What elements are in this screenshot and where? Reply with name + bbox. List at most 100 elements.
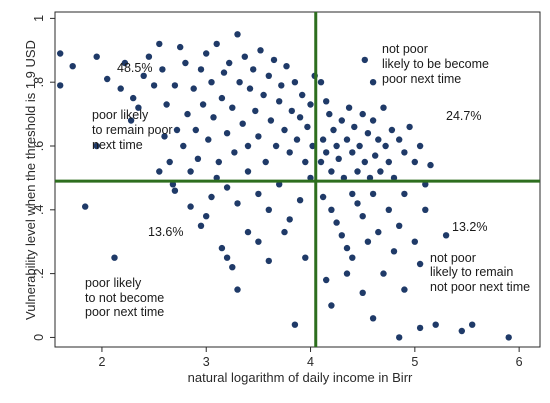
y-tick-label: .2	[32, 268, 46, 278]
data-point	[323, 98, 330, 105]
data-point	[505, 334, 512, 341]
data-point	[286, 216, 293, 223]
data-point	[345, 104, 353, 111]
data-point	[343, 244, 351, 252]
data-point	[215, 158, 222, 166]
data-point	[349, 254, 356, 261]
data-point	[319, 193, 327, 201]
data-point	[396, 136, 403, 143]
data-point	[293, 136, 301, 143]
data-point	[241, 53, 248, 60]
data-point	[351, 123, 358, 131]
data-point	[93, 142, 100, 150]
data-point	[401, 286, 408, 293]
y-axis: 0 .2 .4 .6 .8 1	[32, 15, 55, 341]
data-point	[260, 91, 267, 99]
data-point	[57, 50, 64, 57]
data-point	[203, 213, 210, 220]
data-point	[422, 206, 429, 213]
annotation-poor-remain-1: poor likely	[92, 108, 149, 122]
data-point	[319, 136, 327, 143]
annotation-poor-notbecome-3: poor next time	[85, 305, 164, 319]
data-point	[375, 228, 382, 236]
data-point	[359, 289, 366, 296]
data-point	[340, 174, 348, 182]
data-point	[265, 72, 272, 80]
data-point	[364, 238, 372, 245]
data-point	[302, 254, 309, 261]
data-point	[140, 72, 147, 80]
data-point	[159, 66, 166, 73]
data-point	[210, 114, 217, 121]
data-point	[239, 120, 246, 127]
data-point	[171, 187, 179, 194]
data-point	[234, 31, 241, 38]
data-point	[208, 79, 215, 86]
data-point	[244, 142, 252, 150]
data-point	[192, 126, 199, 134]
data-point	[291, 79, 299, 86]
data-point	[385, 158, 392, 166]
data-point	[218, 94, 226, 102]
annotation-poor-remain-3: next time	[92, 138, 143, 152]
data-point	[199, 101, 207, 108]
x-axis: 2 3 4 5 6	[98, 347, 523, 369]
data-point	[93, 53, 100, 60]
data-point	[127, 117, 135, 124]
data-point	[161, 133, 168, 140]
pct-bottom-right: 13.2%	[452, 220, 487, 234]
data-point	[255, 190, 262, 198]
data-point	[354, 168, 361, 175]
data-point	[323, 149, 330, 156]
x-tick-label: 5	[411, 355, 418, 369]
data-point	[291, 321, 299, 328]
data-point	[156, 168, 163, 175]
data-point	[401, 149, 408, 156]
data-point	[173, 126, 181, 134]
data-point	[333, 142, 340, 150]
data-point	[361, 56, 368, 64]
data-point	[231, 149, 238, 156]
data-point	[184, 110, 191, 118]
data-point	[234, 286, 241, 293]
data-point	[57, 82, 64, 89]
data-point	[343, 270, 351, 277]
data-point	[349, 190, 356, 198]
data-point	[422, 181, 429, 188]
data-point	[218, 244, 226, 252]
data-point	[213, 40, 220, 48]
data-point	[166, 158, 173, 166]
pct-top-right: 24.7%	[446, 109, 481, 123]
data-point	[272, 142, 280, 150]
data-point	[396, 334, 403, 341]
data-point	[317, 79, 325, 86]
data-point	[366, 174, 374, 182]
plot-frame	[54, 11, 541, 348]
y-tick-label: .6	[32, 141, 46, 151]
data-point	[416, 260, 424, 268]
data-point	[135, 104, 142, 111]
annotation-poor-notbecome-1: poor likely	[85, 276, 142, 290]
data-point	[406, 123, 413, 131]
data-point	[121, 59, 129, 67]
data-points	[57, 31, 512, 341]
data-point	[390, 174, 398, 182]
x-axis-label: natural logarithm of daily income in Bir…	[188, 370, 413, 385]
data-point	[265, 206, 272, 213]
data-point	[396, 222, 403, 229]
data-point	[302, 158, 309, 166]
x-tick-label: 2	[98, 355, 105, 369]
data-point	[304, 123, 311, 131]
data-point	[380, 104, 387, 111]
data-point	[180, 142, 187, 150]
data-point	[244, 228, 252, 236]
data-point	[338, 117, 345, 124]
data-point	[307, 101, 314, 108]
data-point	[416, 142, 424, 150]
data-point	[104, 75, 111, 83]
x-tick-label: 6	[516, 355, 523, 369]
data-point	[171, 82, 179, 89]
data-point	[257, 47, 264, 54]
pct-top-left: 48.5%	[117, 61, 152, 75]
data-point	[296, 197, 304, 204]
